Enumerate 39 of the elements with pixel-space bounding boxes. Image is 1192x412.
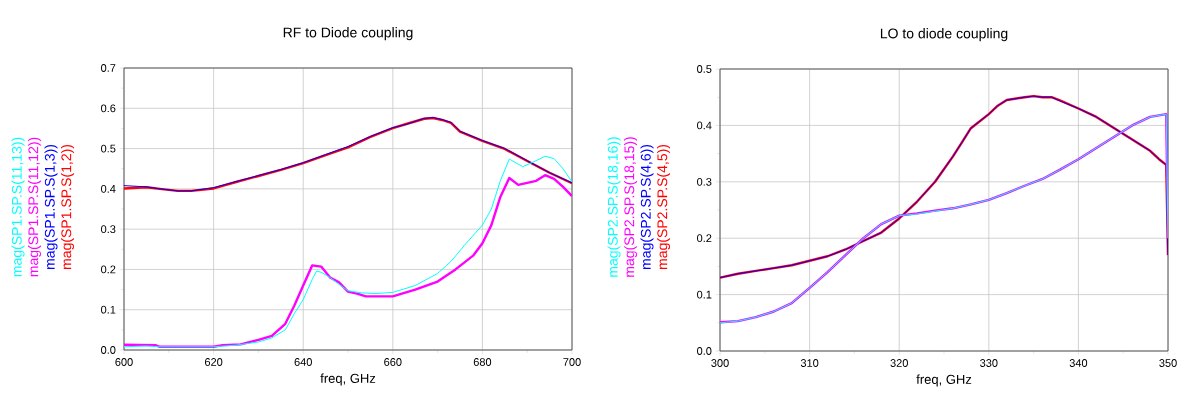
text: mag(SP1.SP.S(11,12)) xyxy=(27,137,42,277)
y-tick-label: 0.0 xyxy=(101,346,116,354)
y-tick-label: 0.2 xyxy=(101,265,116,274)
text: mag(SP2.SP.S(4,5)) xyxy=(656,144,671,269)
y-tick-label: 0.7 xyxy=(101,64,116,72)
x-tick-label: 310 xyxy=(800,359,819,367)
y-tick-label: 0.4 xyxy=(101,184,116,193)
x-tick-label: 320 xyxy=(890,359,908,367)
x-tick-label: 680 xyxy=(473,358,492,366)
x-tick-label: 350 xyxy=(1159,359,1177,367)
y-tick-label: 0.6 xyxy=(101,104,116,113)
y-tick-label: 0.1 xyxy=(101,305,116,314)
x-tick-label: 340 xyxy=(1069,359,1088,367)
line-series xyxy=(720,113,1169,324)
y-tick-label: 0.2 xyxy=(697,234,712,243)
y-tick-label: 0.5 xyxy=(101,144,116,153)
y-tick-label: 0.3 xyxy=(101,225,116,234)
text: mag(SP2.SP.S(4,6)) xyxy=(640,144,654,269)
text: mag(SP2.SP.S(18,15)) xyxy=(623,137,638,277)
y-tick-label: 0.3 xyxy=(697,177,712,186)
y-tick-label: 0.1 xyxy=(697,290,712,299)
x-tick-label: 640 xyxy=(294,358,312,366)
x-tick-label: 330 xyxy=(980,359,998,367)
chart-title: LO to diode coupling xyxy=(880,28,1008,42)
x-tick-label: 300 xyxy=(711,359,729,367)
y-tick-label: 0.0 xyxy=(697,347,712,355)
x-axis-title: freq, GHz xyxy=(916,374,972,387)
text: mag(SP2.SP.S(18,16)) xyxy=(607,137,621,277)
y-tick-label: 0.4 xyxy=(697,121,712,130)
chart-title: RF to Diode coupling xyxy=(283,27,413,41)
text: mag(SP1.SP.S(1,2)) xyxy=(60,144,75,269)
x-tick-label: 660 xyxy=(384,358,402,366)
x-axis-title: freq, GHz xyxy=(320,373,376,386)
x-tick-label: 700 xyxy=(563,358,581,366)
text: mag(SP1.SP.S(1,3)) xyxy=(44,144,58,269)
x-tick-label: 620 xyxy=(204,358,223,366)
x-tick-label: 600 xyxy=(115,358,133,366)
text: mag(SP1.SP.S(11,13)) xyxy=(11,137,25,277)
y-tick-label: 0.5 xyxy=(697,65,712,73)
